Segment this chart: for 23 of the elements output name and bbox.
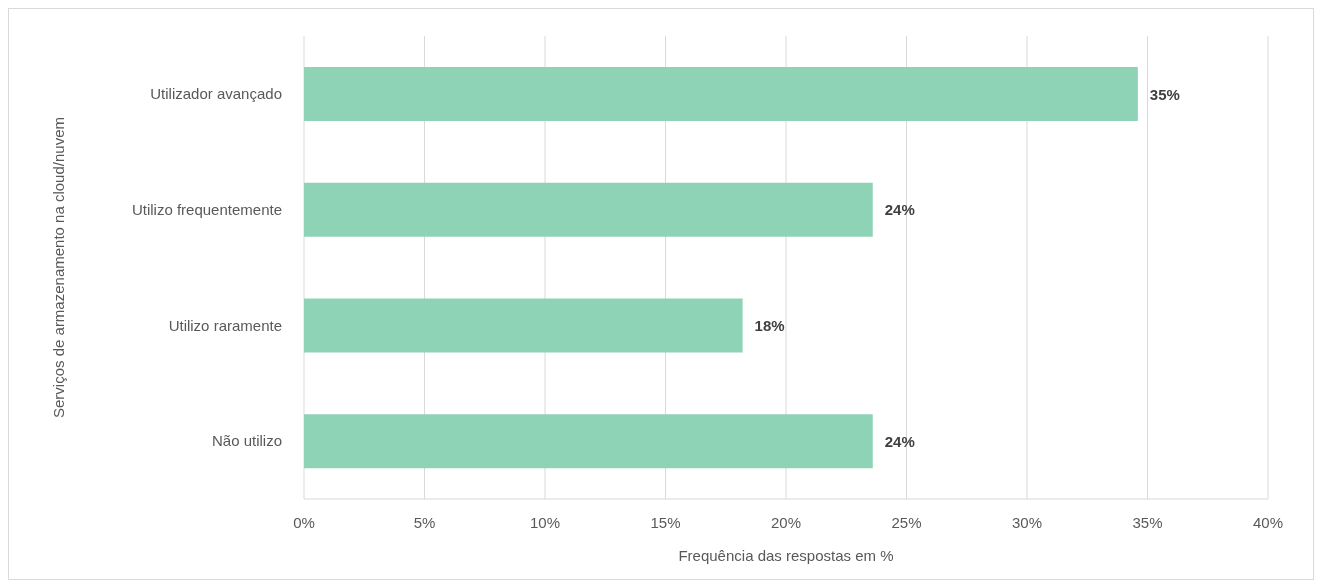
data-label: 35% [1149, 85, 1180, 103]
y-tick-label: Utilizo frequentemente [131, 200, 282, 218]
y-tick-label: Utilizador avançado [150, 85, 282, 103]
y-tick-label: Não utilizo [211, 432, 282, 450]
x-axis-title: Frequência das respostas em % [678, 547, 894, 564]
bar [304, 182, 873, 237]
bar [304, 414, 873, 469]
data-label: 18% [754, 317, 785, 334]
x-tick-label: 0% [293, 513, 315, 531]
x-tick-label: 40% [1252, 513, 1284, 531]
y-axis-title: Serviços de armazenamento na cloud/nuvem [50, 117, 68, 418]
bar [304, 67, 1138, 121]
x-tick-label: 5% [413, 513, 436, 531]
x-tick-label: 10% [529, 513, 561, 531]
x-tick-label: 20% [770, 513, 802, 531]
x-tick-label: 30% [1011, 513, 1043, 531]
bar [304, 298, 743, 353]
data-label: 24% [884, 201, 915, 219]
y-tick-label: Utilizo raramente [168, 316, 282, 334]
x-tick-label: 15% [650, 513, 681, 531]
x-tick-label: 35% [1132, 513, 1163, 531]
x-tick-label: 25% [891, 513, 922, 531]
data-label: 24% [884, 432, 915, 450]
